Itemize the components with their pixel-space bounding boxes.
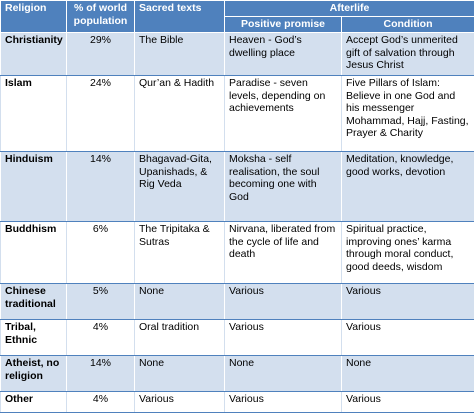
population-cell: 14% (66, 151, 135, 222)
table-row: Chinese traditional 5% None Various Vari… (0, 283, 474, 320)
religion-cell: Atheist, no religion (0, 355, 67, 392)
sacred-texts-cell: None (134, 355, 225, 392)
table-row: Tribal, Ethnic 4% Oral tradition Various… (0, 319, 474, 356)
population-cell: 14% (66, 355, 135, 392)
table-row: Other 4% Various Various Various (0, 391, 474, 413)
table-row: Islam 24% Qur’an & Hadith Paradise - sev… (0, 75, 474, 152)
religion-cell: Buddhism (0, 221, 67, 284)
header-religion: Religion (0, 0, 67, 33)
condition-cell: Various (341, 283, 474, 320)
table-row: Hinduism 14% Bhagavad-Gita, Upanishads, … (0, 151, 474, 222)
religion-cell: Islam (0, 75, 67, 152)
table-row: Christianity 29% The Bible Heaven - God’… (0, 32, 474, 76)
positive-promise-cell: None (224, 355, 342, 392)
condition-cell: Accept God’s unmerited gift of salvation… (341, 32, 474, 76)
population-cell: 4% (66, 319, 135, 356)
header-sacred-texts: Sacred texts (134, 0, 225, 33)
positive-promise-cell: Nirvana, liberated from the cycle of lif… (224, 221, 342, 284)
sacred-texts-cell: Bhagavad-Gita, Upanishads, & Rig Veda (134, 151, 225, 222)
header-condition: Condition (341, 16, 474, 33)
condition-cell: None (341, 355, 474, 392)
header-positive-promise: Positive promise (224, 16, 342, 33)
religion-cell: Hinduism (0, 151, 67, 222)
population-cell: 4% (66, 391, 135, 413)
sacred-texts-cell: The Bible (134, 32, 225, 76)
population-cell: 5% (66, 283, 135, 320)
sacred-texts-cell: Various (134, 391, 225, 413)
condition-cell: Five Pillars of Islam: Believe in one Go… (341, 75, 474, 152)
positive-promise-cell: Moksha - self realisation, the soul beco… (224, 151, 342, 222)
condition-cell: Various (341, 319, 474, 356)
positive-promise-cell: Various (224, 283, 342, 320)
positive-promise-cell: Various (224, 391, 342, 413)
religion-cell: Christianity (0, 32, 67, 76)
religion-cell: Chinese traditional (0, 283, 67, 320)
table-body: Christianity 29% The Bible Heaven - God’… (0, 32, 474, 413)
positive-promise-cell: Heaven - God’s dwelling place (224, 32, 342, 76)
header-population: % of world population (66, 0, 135, 33)
header-afterlife: Afterlife (224, 0, 474, 17)
population-cell: 6% (66, 221, 135, 284)
table-row: Atheist, no religion 14% None None None (0, 355, 474, 392)
positive-promise-cell: Various (224, 319, 342, 356)
table-row: Buddhism 6% The Tripitaka & Sutras Nirva… (0, 221, 474, 284)
table-header: Religion % of world population Sacred te… (0, 0, 474, 33)
religion-cell: Other (0, 391, 67, 413)
sacred-texts-cell: None (134, 283, 225, 320)
population-cell: 24% (66, 75, 135, 152)
sacred-texts-cell: Qur’an & Hadith (134, 75, 225, 152)
positive-promise-cell: Paradise - seven levels, depending on ac… (224, 75, 342, 152)
sacred-texts-cell: Oral tradition (134, 319, 225, 356)
sacred-texts-cell: The Tripitaka & Sutras (134, 221, 225, 284)
condition-cell: Meditation, knowledge, good works, devot… (341, 151, 474, 222)
population-cell: 29% (66, 32, 135, 76)
religion-cell: Tribal, Ethnic (0, 319, 67, 356)
condition-cell: Various (341, 391, 474, 413)
condition-cell: Spiritual practice, improving ones’ karm… (341, 221, 474, 284)
